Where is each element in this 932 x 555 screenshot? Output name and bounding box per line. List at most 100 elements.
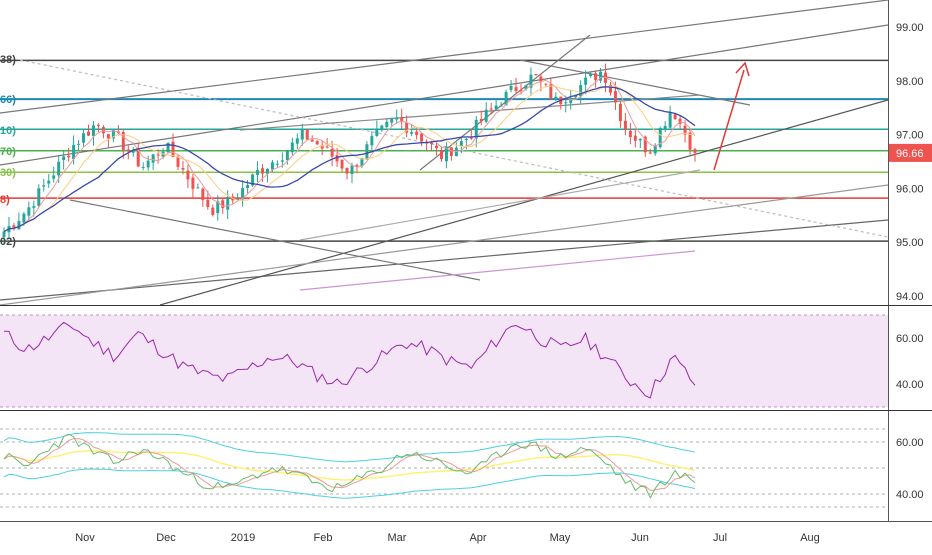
candle-body <box>519 90 523 92</box>
candle-body <box>474 119 478 139</box>
candle-body <box>87 131 91 136</box>
candle-body <box>365 144 369 160</box>
candle-body <box>673 114 677 120</box>
candle-body <box>390 118 394 123</box>
candle-body <box>504 91 508 106</box>
candle-body <box>251 174 255 186</box>
candle-body <box>67 155 71 158</box>
candle-body <box>638 138 642 141</box>
trend-line <box>0 184 888 305</box>
moving-average-line <box>3 85 696 233</box>
candle-body <box>599 71 603 81</box>
rsi-line <box>3 321 696 399</box>
candle-body <box>196 187 200 189</box>
candle-body <box>62 156 66 160</box>
oscillator-panel[interactable] <box>0 428 888 508</box>
candle-body <box>42 185 46 187</box>
arrow-shaft <box>713 69 745 171</box>
candle-body <box>385 121 389 128</box>
osc-signal-line <box>3 450 696 481</box>
candle-body <box>335 155 339 162</box>
candle-body <box>221 200 225 209</box>
candle-body <box>246 184 250 188</box>
candle-body <box>380 125 384 131</box>
candle-body <box>574 95 578 98</box>
candle-body <box>325 146 329 148</box>
price-tick-label: 95.00 <box>896 237 924 249</box>
candle-body <box>663 125 667 129</box>
level-label: 66) <box>0 94 16 106</box>
rsi-panel[interactable] <box>0 314 888 408</box>
price-tick-label: 98.00 <box>896 76 924 88</box>
candle-body <box>584 77 588 85</box>
candle-body <box>579 85 583 97</box>
trend-line <box>19 59 888 238</box>
candle-body <box>256 170 260 175</box>
candle-body <box>633 135 637 141</box>
candle-body <box>295 138 299 144</box>
candle-body <box>479 119 483 122</box>
rsi-tick-label: 60.00 <box>896 333 924 345</box>
candle-body <box>106 134 110 139</box>
candle-body <box>484 109 488 122</box>
candle-body <box>589 74 593 76</box>
trend-line <box>519 59 751 106</box>
candle-body <box>37 188 41 206</box>
level-label: 8) <box>0 194 10 206</box>
candle-body <box>544 83 548 85</box>
candle-body <box>171 141 175 158</box>
candle-body <box>430 142 434 145</box>
candle-body <box>47 180 51 184</box>
osc-tick-label: 60.00 <box>896 437 924 449</box>
candle-body <box>529 74 533 88</box>
candle-body <box>12 225 16 228</box>
candle-body <box>524 85 528 90</box>
price-tick-label: 96.00 <box>896 183 924 195</box>
candle-body <box>226 197 230 210</box>
candle-body <box>534 73 538 76</box>
candle-body <box>300 129 304 140</box>
osc-lower-band <box>3 468 696 499</box>
candle-body <box>499 105 503 107</box>
candle-body <box>449 147 453 156</box>
osc-tick-label: 40.00 <box>896 489 924 501</box>
level-label: 10) <box>0 125 16 137</box>
candle-body <box>275 163 279 165</box>
time-tick-label: Nov <box>75 532 95 544</box>
trend-line <box>299 169 701 241</box>
candle-body <box>608 85 612 93</box>
candle-body <box>415 131 419 136</box>
arrow-head <box>735 61 750 77</box>
candle-body <box>435 145 438 149</box>
price-panel[interactable]: 38) 66) 10) 70) 30) 8) 02) <box>0 0 888 305</box>
candle-body <box>22 213 26 223</box>
candle-body <box>648 152 652 154</box>
candle-body <box>191 177 195 189</box>
candle-body <box>27 207 31 216</box>
candle-body <box>146 160 150 168</box>
candle-body <box>330 148 334 157</box>
candle-body <box>395 117 399 120</box>
axes: 99.00 98.00 97.00 96.00 95.00 94.00 96.66 60.00… <box>75 22 932 544</box>
candle-body <box>320 145 324 149</box>
rsi-tick-label: 40.00 <box>896 379 924 391</box>
level-label: 70) <box>0 146 16 158</box>
candle-body <box>623 120 627 130</box>
candle-body <box>151 154 155 163</box>
candle-body <box>459 141 463 147</box>
candle-body <box>340 159 344 169</box>
candle-body <box>569 98 573 104</box>
time-tick-label: Jun <box>631 532 649 544</box>
candle-body <box>2 231 6 237</box>
candle-body <box>166 142 170 153</box>
candle-body <box>360 157 364 166</box>
candle-body <box>594 73 598 80</box>
trend-line <box>69 199 481 281</box>
time-tick-label: Feb <box>314 532 333 544</box>
candle-body <box>405 122 409 133</box>
candle-body <box>156 154 160 156</box>
candle-body <box>52 175 56 179</box>
candle-body <box>658 128 662 148</box>
candle-body <box>280 160 284 162</box>
